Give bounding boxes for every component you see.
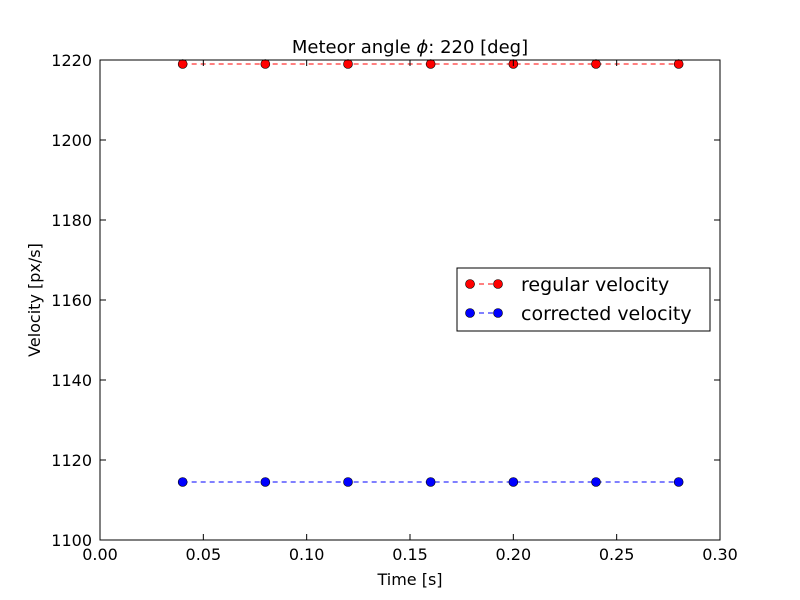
y-tick-label: 1140 xyxy=(51,371,92,390)
legend-marker-corrected xyxy=(465,308,475,318)
series-1-point xyxy=(260,477,271,487)
legend-box xyxy=(456,267,711,332)
legend-label-corrected: corrected velocity xyxy=(521,303,692,325)
x-tick-label: 0.05 xyxy=(186,545,222,564)
y-tick-label: 1200 xyxy=(51,131,92,150)
x-tick-label: 0.20 xyxy=(496,545,532,564)
y-axis-label: Velocity [px/s] xyxy=(25,243,44,357)
y-tick-label: 1220 xyxy=(51,51,92,70)
x-axis-label: Time [s] xyxy=(376,570,442,589)
legend-label-regular: regular velocity xyxy=(521,274,669,296)
x-tick-label: 0.30 xyxy=(702,545,738,564)
y-tick-label: 1120 xyxy=(51,451,92,470)
legend-marker-corrected-end xyxy=(493,308,503,318)
legend-marker-regular-end xyxy=(493,279,503,289)
series-0-point xyxy=(425,59,436,69)
series-0-point xyxy=(177,59,188,69)
series-1-point xyxy=(673,477,684,487)
plot-area xyxy=(177,59,684,487)
y-tick-label: 1180 xyxy=(51,211,92,230)
y-tick-label: 1160 xyxy=(51,291,92,310)
series-0-point xyxy=(673,59,684,69)
series-0-point xyxy=(260,59,271,69)
x-tick-label: 0.00 xyxy=(82,545,118,564)
chart-title-prefix: Meteor angle xyxy=(292,37,417,58)
series-1-point xyxy=(177,477,188,487)
chart-title: Meteor angle ϕ: 220 [deg] xyxy=(292,37,528,58)
legend-marker-regular xyxy=(465,279,475,289)
series-0-point xyxy=(343,59,353,69)
y-tick-label: 1100 xyxy=(51,531,92,550)
y-axis: 1100 1120 1140 1160 1180 1200 1220 xyxy=(51,51,720,550)
x-tick-label: 0.15 xyxy=(392,545,428,564)
series-1-point xyxy=(343,477,353,487)
x-axis: 0.00 0.05 0.10 0.15 0.20 0.25 0.30 xyxy=(82,60,738,564)
legend: regular velocity corrected velocity xyxy=(456,267,711,332)
x-tick-label: 0.10 xyxy=(289,545,325,564)
series-1-point xyxy=(591,477,601,487)
chart-title-symbol: ϕ xyxy=(416,37,428,58)
series-0-point xyxy=(591,59,601,69)
series-1-point xyxy=(508,477,519,487)
x-tick-label: 0.25 xyxy=(599,545,635,564)
chart-title-suffix: : 220 [deg] xyxy=(428,37,528,58)
series-1-point xyxy=(425,477,436,487)
